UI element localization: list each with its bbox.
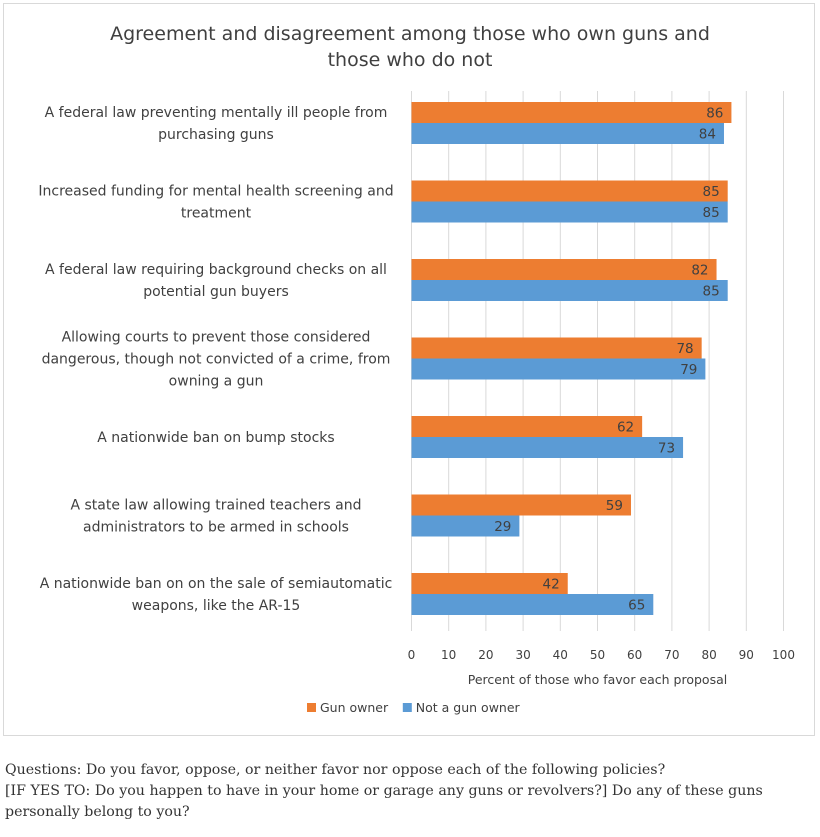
data-label: 82 (691, 263, 708, 279)
legend-swatch-not-gun-owner (402, 703, 412, 712)
chart-title-line: those who do not (328, 49, 493, 71)
bar-gun-owner (411, 416, 643, 437)
legend-label-gun-owner: Gun owner (320, 700, 389, 715)
bar-not-gun-owner (411, 123, 724, 144)
legend-label-not-gun-owner: Not a gun owner (416, 700, 521, 715)
x-tick-label: 20 (478, 648, 493, 662)
chart-svg: Agreement and disagreement among those w… (38, 23, 795, 715)
bar-gun-owner (411, 259, 717, 280)
category-label: Increased funding for mental health scre… (38, 184, 393, 200)
question-notes: Questions: Do you favor, oppose, or neit… (5, 760, 815, 823)
bar-gun-owner (411, 337, 702, 359)
bar-not-gun-owner (411, 437, 684, 458)
x-tick-label: 30 (515, 648, 530, 662)
data-label: 78 (676, 341, 693, 357)
chart-title-line: Agreement and disagreement among those w… (110, 23, 710, 45)
category-label: administrators to be armed in schools (83, 520, 349, 536)
bar-not-gun-owner (411, 515, 520, 537)
category-label: A federal law preventing mentally ill pe… (45, 105, 388, 121)
x-tick-label: 100 (772, 648, 795, 662)
category-label: treatment (181, 206, 252, 222)
bar-not-gun-owner (411, 201, 728, 223)
x-tick-label: 0 (408, 648, 416, 662)
bar-not-gun-owner (411, 358, 706, 380)
bar-not-gun-owner (411, 594, 654, 615)
data-label: 73 (658, 441, 675, 457)
category-label: purchasing guns (158, 127, 274, 143)
data-label: 65 (628, 598, 645, 614)
category-label: weapons, like the AR-15 (132, 598, 301, 614)
x-tick-label: 90 (739, 648, 754, 662)
data-label: 86 (706, 106, 723, 122)
data-label: 42 (543, 577, 560, 593)
x-tick-label: 60 (627, 648, 642, 662)
chart-frame: Agreement and disagreement among those w… (3, 3, 815, 736)
data-label: 29 (494, 519, 511, 535)
question-line-2: [IF YES TO: Do you happen to have in you… (5, 783, 763, 799)
data-label: 62 (617, 420, 634, 436)
bar-gun-owner (411, 573, 568, 594)
category-label: potential gun buyers (143, 284, 289, 300)
x-tick-label: 70 (664, 648, 679, 662)
category-label: dangerous, though not convicted of a cri… (42, 352, 391, 368)
x-axis-label: Percent of those who favor each proposal (468, 672, 727, 687)
bar-gun-owner (411, 102, 732, 123)
category-label: A nationwide ban on on the sale of semia… (40, 576, 393, 592)
data-label: 79 (680, 362, 697, 378)
question-line-3: personally belong to you? (5, 804, 190, 820)
data-label: 84 (699, 127, 716, 143)
bar-gun-owner (411, 494, 631, 516)
category-label: Allowing courts to prevent those conside… (62, 330, 371, 346)
data-label: 85 (703, 284, 720, 300)
legend-swatch-gun-owner (307, 703, 316, 712)
bar-not-gun-owner (411, 280, 728, 301)
category-label: owning a gun (169, 374, 264, 390)
category-label: A federal law requiring background check… (45, 262, 387, 278)
x-tick-label: 10 (441, 648, 456, 662)
x-tick-label: 50 (590, 648, 605, 662)
bar-gun-owner (411, 180, 728, 202)
data-label: 59 (606, 498, 623, 514)
question-line-1: Questions: Do you favor, oppose, or neit… (5, 762, 666, 778)
data-label: 85 (703, 205, 720, 221)
x-tick-label: 40 (553, 648, 568, 662)
x-tick-label: 80 (701, 648, 716, 662)
data-label: 85 (703, 184, 720, 200)
category-label: A state law allowing trained teachers an… (70, 498, 361, 514)
category-label: A nationwide ban on bump stocks (97, 430, 334, 446)
